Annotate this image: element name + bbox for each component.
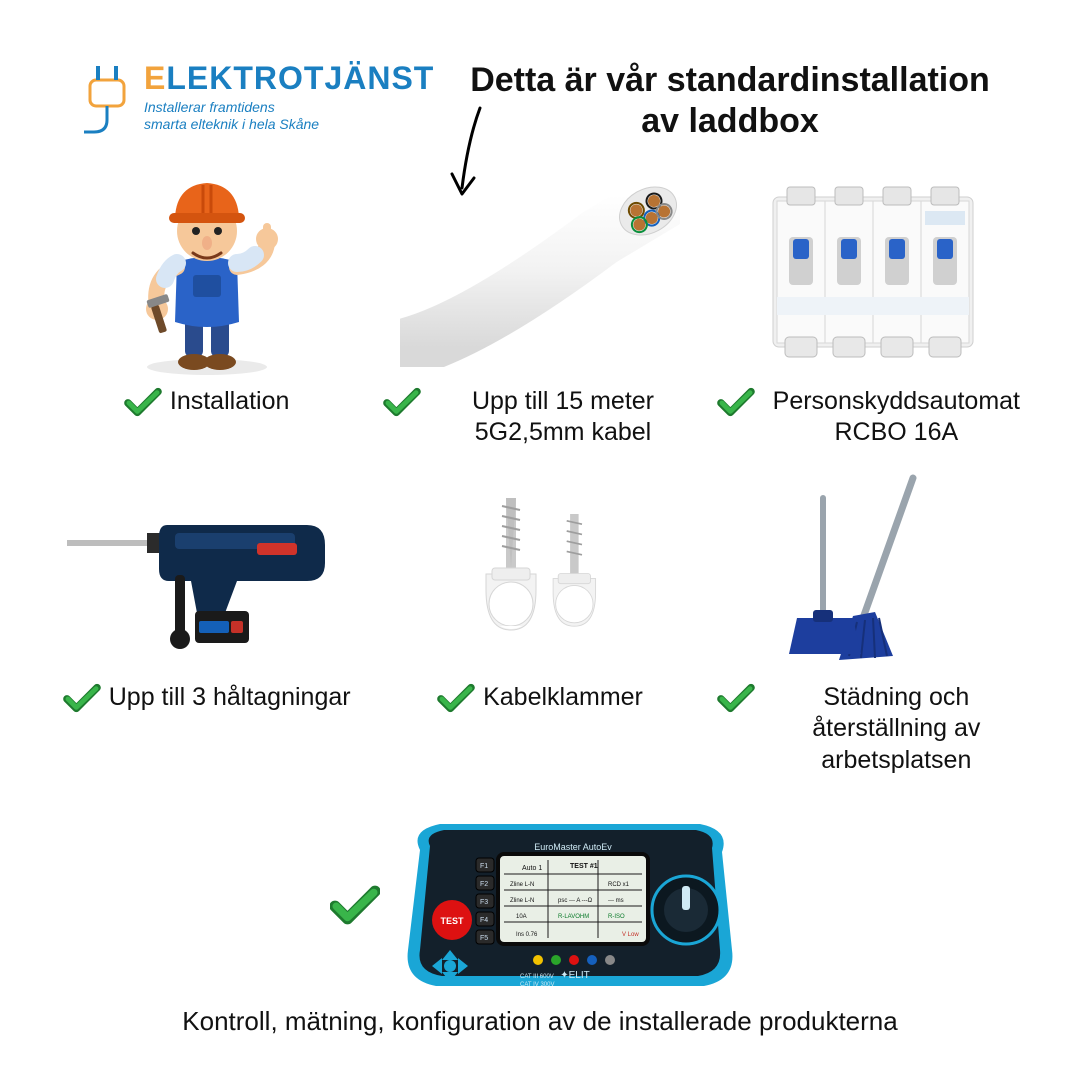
check-icon xyxy=(63,682,101,714)
cable-image xyxy=(383,162,696,382)
item-label: Kabelklammer xyxy=(483,682,643,713)
clips-image xyxy=(383,458,696,678)
svg-text:CAT III 600V: CAT III 600V xyxy=(520,974,554,980)
svg-text:TEST: TEST xyxy=(440,916,464,926)
svg-text:psc --- A ---Ω: psc --- A ---Ω xyxy=(558,898,593,904)
tester-image: EuroMaster AutoEv Auto 1 TEST #1 Zline L… xyxy=(390,810,750,1000)
svg-text:R-LAVOHM: R-LAVOHM xyxy=(558,914,589,920)
logo-tagline: Installerar framtidens smarta elteknik i… xyxy=(144,99,434,133)
svg-text:✦ELIT: ✦ELIT xyxy=(560,970,590,981)
check-icon xyxy=(330,883,380,927)
check-icon xyxy=(717,386,755,418)
check-icon xyxy=(437,682,475,714)
check-icon xyxy=(124,386,162,418)
svg-text:R-ISO: R-ISO xyxy=(608,914,625,920)
svg-text:F3: F3 xyxy=(480,899,488,906)
svg-text:--- ms: --- ms xyxy=(608,898,624,904)
svg-text:EuroMaster AutoEv: EuroMaster AutoEv xyxy=(534,842,612,852)
check-icon xyxy=(383,386,421,418)
item-label: Installation xyxy=(170,386,290,417)
logo-title: ELEKTROTJÄNST xyxy=(144,60,434,97)
check-icon xyxy=(717,682,755,714)
company-logo: ELEKTROTJÄNST Installerar framtidens sma… xyxy=(80,60,460,142)
installation-image xyxy=(50,162,363,382)
svg-text:Auto 1: Auto 1 xyxy=(522,865,542,872)
svg-text:F5: F5 xyxy=(480,935,488,942)
svg-text:10A: 10A xyxy=(516,914,527,920)
svg-text:CAT IV 300V: CAT IV 300V xyxy=(520,982,554,988)
svg-text:Zline L-N: Zline L-N xyxy=(510,898,534,904)
svg-text:F4: F4 xyxy=(480,917,488,924)
plug-icon xyxy=(80,60,138,140)
page-headline: Detta är vår standardinstallation av lad… xyxy=(460,60,1000,142)
item-label: Upp till 3 håltagningar xyxy=(109,682,351,713)
svg-text:TEST #1: TEST #1 xyxy=(570,863,598,870)
rcbo-image xyxy=(717,162,1030,382)
svg-text:V Low: V Low xyxy=(622,932,639,938)
drill-image xyxy=(50,458,363,678)
arrow-icon xyxy=(440,100,500,210)
item-label: Personskyddsautomat RCBO 16A xyxy=(763,386,1030,449)
item-label: Städning och återställning av arbetsplat… xyxy=(763,682,1030,776)
svg-text:RCD x1: RCD x1 xyxy=(608,882,630,888)
item-label: Upp till 15 meter 5G2,5mm kabel xyxy=(429,386,696,449)
svg-text:F2: F2 xyxy=(480,881,488,888)
svg-text:F1: F1 xyxy=(480,863,488,870)
bottom-label: Kontroll, mätning, konfiguration av de i… xyxy=(182,1006,897,1037)
svg-text:Zline L-N: Zline L-N xyxy=(510,882,534,888)
svg-text:Ins 0.76: Ins 0.76 xyxy=(516,932,538,938)
cleaning-image xyxy=(717,458,1030,678)
